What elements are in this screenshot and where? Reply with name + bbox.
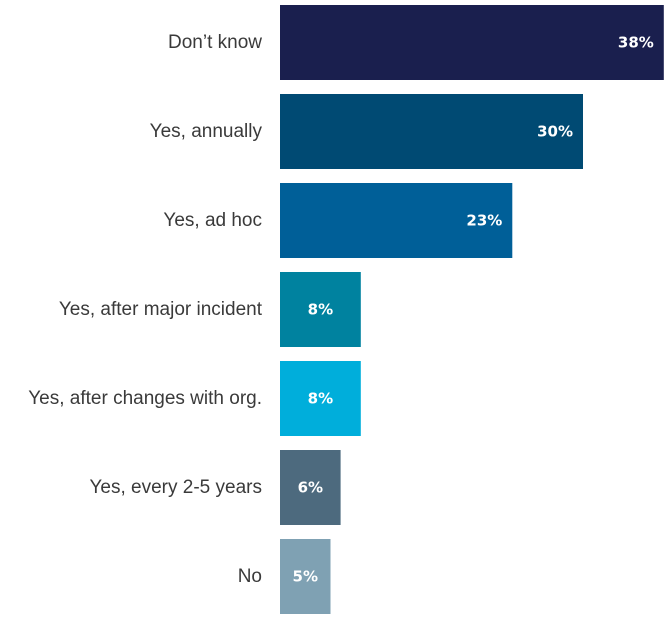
- value-labels-group: 38% 30% 23% 8% 8% 6% 5%: [293, 34, 654, 586]
- value-label: 6%: [298, 479, 323, 497]
- category-label: Yes, after major incident: [59, 299, 263, 320]
- bar: [280, 183, 513, 258]
- value-label: 8%: [308, 390, 333, 408]
- bar: [280, 5, 664, 80]
- bar: [280, 94, 583, 169]
- value-label: 8%: [308, 301, 333, 319]
- category-label: Yes, ad hoc: [163, 210, 262, 231]
- bar: [280, 361, 361, 436]
- category-label: Yes, annually: [150, 121, 263, 142]
- value-label: 23%: [466, 212, 502, 230]
- bars-group: [280, 5, 664, 614]
- category-labels-group: Don’t know Yes, annually Yes, ad hoc Yes, a…: [28, 32, 262, 587]
- bar: [280, 272, 361, 347]
- category-label: Don’t know: [168, 32, 262, 53]
- bar: [280, 450, 341, 525]
- value-label: 30%: [537, 123, 573, 141]
- bar: [280, 539, 331, 614]
- value-label: 38%: [618, 34, 654, 52]
- category-label: Yes, after changes with org.: [28, 388, 262, 409]
- category-label: Yes, every 2-5 years: [90, 477, 263, 498]
- value-label: 5%: [293, 568, 318, 586]
- category-label: No: [238, 566, 262, 587]
